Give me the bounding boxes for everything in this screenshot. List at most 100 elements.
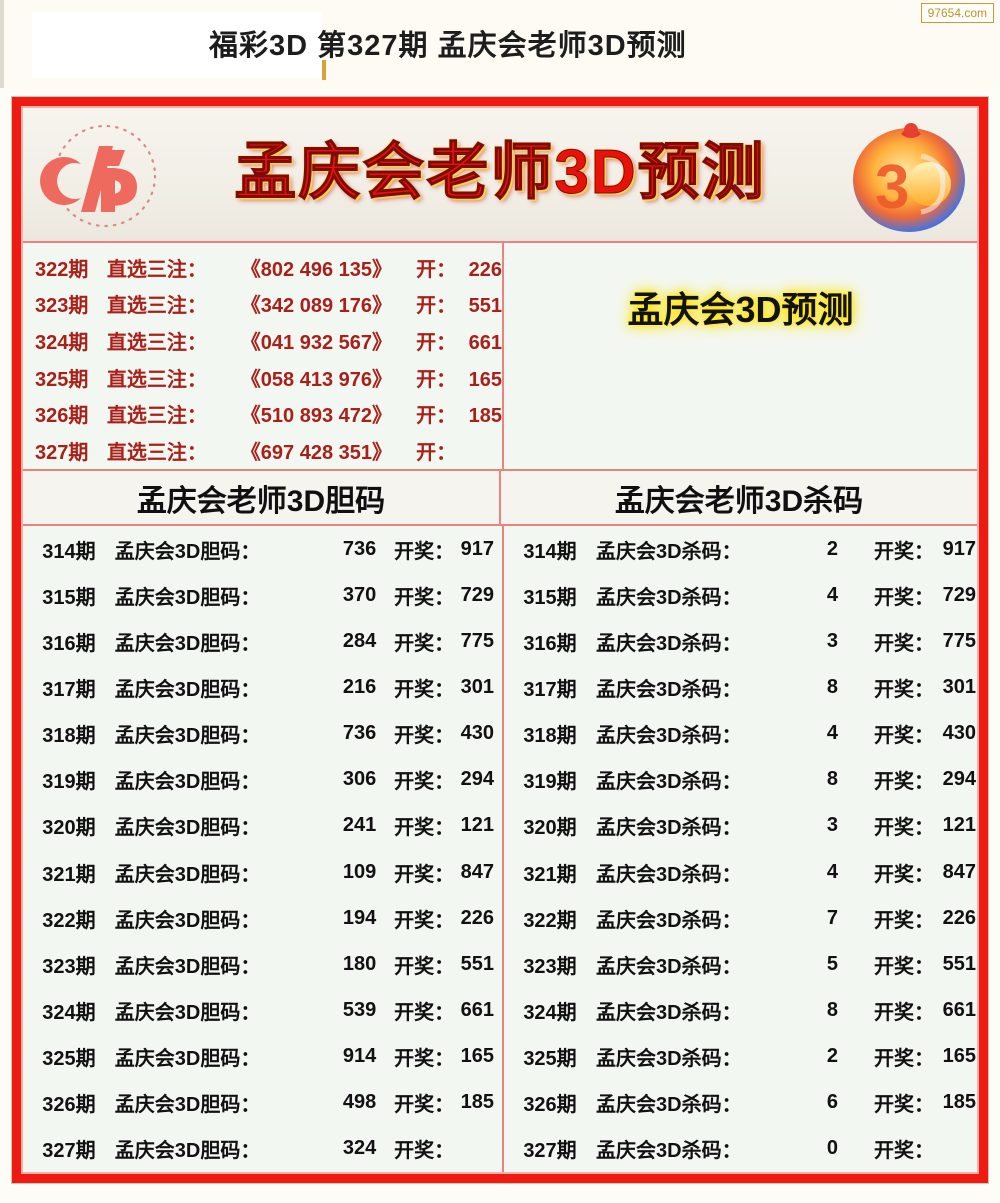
table-row: 322期 孟庆会3D杀码： 7 开奖： 226: [504, 895, 986, 941]
row-label: 孟庆会3D胆码：: [114, 955, 261, 978]
row-label: 孟庆会3D杀码：: [596, 632, 742, 655]
prediction-row: 326期 直选三注： 《510 893 472》 开： 185: [29, 399, 502, 428]
row-open-value: 121: [460, 814, 494, 837]
row-open-label: 开奖：: [394, 725, 455, 748]
row-value: 284: [342, 629, 377, 652]
row-issue: 315期: [42, 586, 96, 609]
prediction-brand-title: 孟庆会3D预测: [627, 289, 854, 330]
table-row: 325期 孟庆会3D杀码： 2 开奖： 165: [504, 1034, 986, 1080]
table-row: 320期 孟庆会3D胆码： 241 开奖： 121: [23, 803, 502, 849]
row-open-value: 185: [942, 1091, 976, 1114]
row-open-label: 开奖：: [394, 678, 455, 701]
prediction-label: 直选三注：: [106, 295, 207, 318]
row-issue: 321期: [42, 863, 96, 886]
row-label: 孟庆会3D杀码：: [596, 909, 742, 932]
row-label: 孟庆会3D胆码：: [114, 540, 261, 563]
prediction-numbers: 《058 413 976》: [240, 368, 393, 391]
table-row: 321期 孟庆会3D杀码： 4 开奖： 847: [504, 849, 986, 895]
row-open-value: 226: [460, 906, 494, 929]
row-value: 5: [826, 952, 838, 975]
row-label: 孟庆会3D胆码：: [114, 1094, 261, 1117]
prediction-row: 324期 直选三注： 《041 932 567》 开： 661: [29, 326, 502, 355]
row-issue: 327期: [42, 1140, 96, 1163]
data-tables: 314期 孟庆会3D胆码： 736 开奖： 917 315期 孟庆会3D胆码： …: [23, 526, 977, 1172]
row-issue: 323期: [42, 955, 96, 978]
row-value: 539: [342, 998, 377, 1021]
page-header: 福彩3D 第327期 孟庆会老师3D预测 97654.com: [0, 0, 1000, 88]
prediction-row: 322期 直选三注： 《802 496 135》 开： 226: [29, 253, 502, 282]
banner: 孟庆会老师3D预测: [23, 108, 977, 243]
row-label: 孟庆会3D胆码：: [114, 586, 261, 609]
row-open-value: 661: [460, 998, 494, 1021]
row-issue: 321期: [523, 863, 577, 886]
row-issue: 317期: [523, 678, 577, 701]
dan-code-table: 314期 孟庆会3D胆码： 736 开奖： 917 315期 孟庆会3D胆码： …: [23, 526, 504, 1172]
row-value: 914: [342, 1045, 377, 1068]
row-label: 孟庆会3D杀码：: [596, 678, 742, 701]
table-row: 326期 孟庆会3D杀码： 6 开奖： 185: [504, 1080, 986, 1126]
sha-code-table: 314期 孟庆会3D杀码： 2 开奖： 917 315期 孟庆会3D杀码： 4 …: [504, 526, 986, 1172]
prediction-open-label: 开：: [416, 368, 457, 391]
row-open-value: 917: [460, 537, 494, 560]
row-label: 孟庆会3D杀码：: [596, 1094, 742, 1117]
row-issue: 326期: [523, 1094, 577, 1117]
header-blank-area: [32, 12, 322, 78]
page-title: 福彩3D 第327期 孟庆会老师3D预测: [209, 30, 687, 62]
row-issue: 325期: [523, 1048, 577, 1071]
row-open-label: 开奖：: [874, 771, 934, 794]
row-value: 3: [826, 629, 838, 652]
prediction-label: 直选三注：: [106, 442, 207, 465]
row-issue: 324期: [523, 1001, 577, 1024]
row-open-label: 开奖：: [394, 1001, 455, 1024]
prediction-issue: 322期: [35, 258, 89, 281]
row-open-value: 775: [460, 629, 494, 652]
row-value: 2: [826, 1045, 838, 1068]
row-open-label: 开奖：: [394, 586, 455, 609]
prediction-open-value: 661: [468, 332, 502, 355]
row-value: 216: [342, 675, 377, 698]
table-row: 316期 孟庆会3D杀码： 3 开奖： 775: [504, 618, 986, 664]
prediction-numbers: 《041 932 567》: [240, 332, 393, 355]
prediction-open-label: 开：: [416, 295, 457, 318]
row-label: 孟庆会3D杀码：: [596, 1048, 742, 1071]
row-open-label: 开奖：: [874, 909, 934, 932]
row-open-value: 165: [942, 1045, 976, 1068]
table-row: 324期 孟庆会3D胆码： 539 开奖： 661: [23, 987, 502, 1033]
row-value: 6: [826, 1091, 838, 1114]
row-open-value: 301: [942, 675, 976, 698]
row-issue: 320期: [42, 817, 96, 840]
row-open-value: 847: [942, 860, 976, 883]
row-value: 109: [342, 860, 377, 883]
row-open-value: 294: [460, 768, 494, 791]
row-open-label: 开奖：: [394, 817, 455, 840]
row-open-label: 开奖：: [394, 863, 455, 886]
main-card: 孟庆会老师3D预测: [12, 97, 988, 1183]
row-issue: 325期: [42, 1048, 96, 1071]
row-value: 736: [342, 722, 377, 745]
row-open-label: 开奖：: [394, 1048, 455, 1071]
prediction-open-value: 185: [468, 405, 502, 428]
table-row: 321期 孟庆会3D胆码： 109 开奖： 847: [23, 849, 502, 895]
prediction-numbers: 《510 893 472》: [240, 405, 393, 428]
header-accent-tick: [322, 60, 326, 80]
row-open-label: 开奖：: [874, 725, 934, 748]
row-issue: 319期: [42, 771, 96, 794]
prediction-numbers: 《802 496 135》: [240, 258, 393, 281]
row-open-value: 775: [942, 629, 976, 652]
lottery-3d-logo: 3: [849, 112, 969, 238]
row-open-label: 开奖：: [874, 1001, 934, 1024]
row-label: 孟庆会3D杀码：: [596, 1001, 742, 1024]
row-issue: 326期: [42, 1094, 96, 1117]
table-row: 320期 孟庆会3D杀码： 3 开奖： 121: [504, 803, 986, 849]
prediction-label: 直选三注：: [106, 332, 207, 355]
row-open-label: 开奖：: [394, 909, 455, 932]
row-issue: 315期: [523, 586, 577, 609]
row-value: 8: [826, 768, 838, 791]
prediction-list: 322期 直选三注： 《802 496 135》 开： 226 323期 直选三…: [23, 243, 504, 469]
china-welfare-lottery-logo: [39, 116, 171, 234]
row-value: 194: [342, 906, 377, 929]
prediction-row: 323期 直选三注： 《342 089 176》 开： 551: [29, 289, 502, 318]
row-open-label: 开奖：: [394, 955, 455, 978]
prediction-brand-panel: 孟庆会3D预测: [504, 243, 977, 469]
table-row: 324期 孟庆会3D杀码： 8 开奖： 661: [504, 987, 986, 1033]
